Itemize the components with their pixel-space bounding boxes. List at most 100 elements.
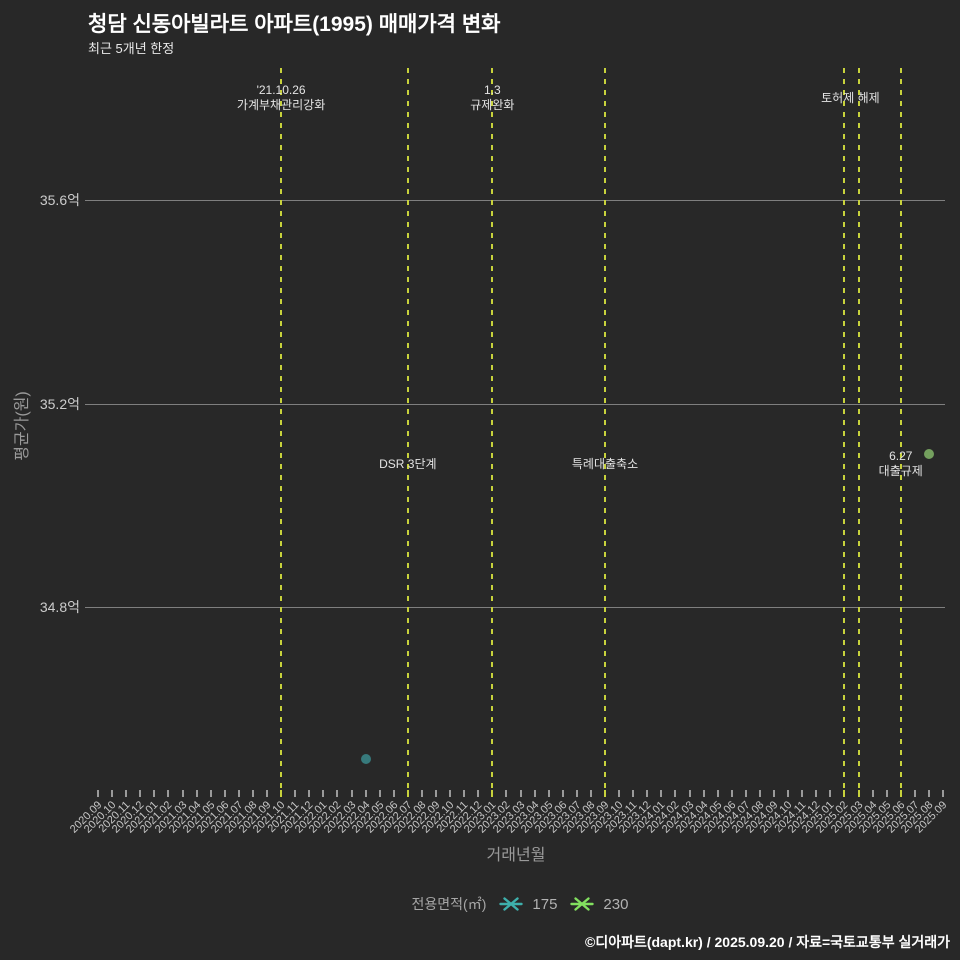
asterisk-marker-icon bbox=[570, 897, 595, 911]
x-tick bbox=[744, 790, 747, 797]
x-tick bbox=[449, 790, 452, 797]
x-tick bbox=[547, 790, 550, 797]
event-annotation-line: 규제완화 bbox=[470, 98, 515, 112]
x-tick bbox=[392, 790, 395, 797]
x-tick bbox=[618, 790, 621, 797]
x-tick bbox=[125, 790, 128, 797]
event-line bbox=[843, 68, 846, 790]
chart-title: 청담 신동아빌라트 아파트(1995) 매매가격 변화 bbox=[88, 13, 501, 36]
y-tick-label: 34.8억 bbox=[39, 598, 80, 615]
x-tick bbox=[829, 790, 832, 797]
x-tick bbox=[660, 790, 663, 797]
x-tick bbox=[730, 790, 733, 797]
x-tick bbox=[266, 790, 268, 797]
event-annotation: 특례대출축소 bbox=[572, 457, 638, 472]
x-tick bbox=[589, 790, 592, 797]
x-tick bbox=[378, 790, 381, 797]
y-tick-label: 35.6억 bbox=[39, 192, 80, 209]
event-annotation-line: 대출규제 bbox=[878, 464, 923, 478]
x-tick bbox=[787, 790, 790, 797]
event-line bbox=[406, 68, 409, 790]
x-tick bbox=[167, 790, 170, 797]
chart-subtitle: 최근 5개년 한정 bbox=[88, 41, 175, 56]
event-annotation: '21.10.26 가계부채관리강화 bbox=[237, 83, 325, 113]
x-tick bbox=[505, 790, 508, 797]
x-tick bbox=[533, 790, 536, 797]
x-tick bbox=[758, 790, 761, 797]
x-tick bbox=[843, 790, 846, 797]
x-tick bbox=[688, 790, 691, 797]
legend-title: 전용면적(㎡) bbox=[411, 896, 487, 912]
x-tick bbox=[575, 790, 578, 797]
x-tick bbox=[209, 790, 212, 797]
x-tick bbox=[561, 790, 564, 797]
x-tick bbox=[195, 790, 198, 797]
x-tick bbox=[927, 790, 930, 797]
x-tick bbox=[477, 790, 480, 797]
data-point-230 bbox=[923, 449, 934, 460]
x-tick bbox=[716, 790, 719, 797]
x-tick bbox=[801, 790, 804, 797]
legend-item-230: 230 bbox=[570, 896, 628, 913]
x-tick bbox=[97, 790, 99, 797]
event-annotation: DSR 3단계 bbox=[379, 457, 436, 472]
x-tick bbox=[406, 790, 409, 797]
y-tick-label: 35.2억 bbox=[39, 395, 80, 412]
x-tick bbox=[913, 790, 916, 797]
event-annotation-line: 특례대출축소 bbox=[571, 456, 639, 471]
legend-label-175: 175 bbox=[532, 895, 558, 913]
x-tick bbox=[153, 790, 156, 797]
event-annotation-line: 6.27 bbox=[889, 449, 913, 463]
x-tick bbox=[871, 790, 874, 797]
data-point-175 bbox=[360, 754, 371, 765]
x-tick bbox=[181, 790, 184, 797]
x-tick bbox=[899, 790, 902, 797]
x-tick bbox=[604, 790, 606, 797]
x-tick bbox=[280, 790, 283, 797]
x-tick bbox=[237, 790, 240, 797]
x-tick bbox=[646, 790, 649, 797]
event-line bbox=[280, 68, 283, 790]
x-tick bbox=[322, 790, 325, 797]
x-tick bbox=[308, 790, 311, 797]
event-line bbox=[899, 68, 902, 790]
x-tick bbox=[674, 790, 677, 797]
x-tick bbox=[815, 790, 818, 797]
event-annotation: 1.3 규제완화 bbox=[470, 83, 514, 113]
legend-label-230: 230 bbox=[603, 895, 629, 913]
x-axis-title: 거래년월 bbox=[486, 847, 546, 864]
x-tick bbox=[519, 790, 522, 797]
event-annotation-line: 가계부채관리강화 bbox=[236, 98, 326, 112]
event-annotation: 토허제 해제 bbox=[821, 91, 880, 106]
x-tick bbox=[364, 790, 367, 797]
x-tick bbox=[350, 790, 353, 797]
event-annotation-line: '21.10.26 bbox=[256, 83, 306, 97]
event-line bbox=[491, 68, 494, 790]
event-line bbox=[857, 68, 860, 790]
asterisk-marker-icon bbox=[499, 897, 524, 911]
x-tick bbox=[491, 790, 494, 797]
event-annotation-line: 토허제 해제 bbox=[821, 90, 880, 105]
x-tick bbox=[857, 790, 860, 797]
event-line bbox=[604, 68, 606, 790]
y-gridline bbox=[85, 606, 945, 608]
x-tick bbox=[942, 790, 944, 797]
x-tick bbox=[702, 790, 705, 797]
legend: 전용면적(㎡) 175 230 bbox=[0, 893, 960, 915]
x-tick bbox=[294, 790, 297, 797]
x-tick bbox=[773, 790, 775, 797]
copyright-credit: ©디아파트(dapt.kr) / 2025.09.20 / 자료=국토교통부 실… bbox=[585, 934, 950, 950]
x-tick bbox=[463, 790, 466, 797]
x-tick bbox=[223, 790, 226, 797]
x-tick bbox=[251, 790, 254, 797]
event-annotation: 6.27 대출규제 bbox=[879, 449, 923, 479]
x-tick bbox=[435, 790, 437, 797]
y-gridline bbox=[85, 403, 945, 405]
legend-item-175: 175 bbox=[499, 896, 557, 913]
x-tick bbox=[139, 790, 142, 797]
y-gridline bbox=[85, 200, 945, 202]
x-tick bbox=[420, 790, 423, 797]
x-tick bbox=[885, 790, 888, 797]
event-annotation-line: DSR 3단계 bbox=[379, 456, 437, 471]
